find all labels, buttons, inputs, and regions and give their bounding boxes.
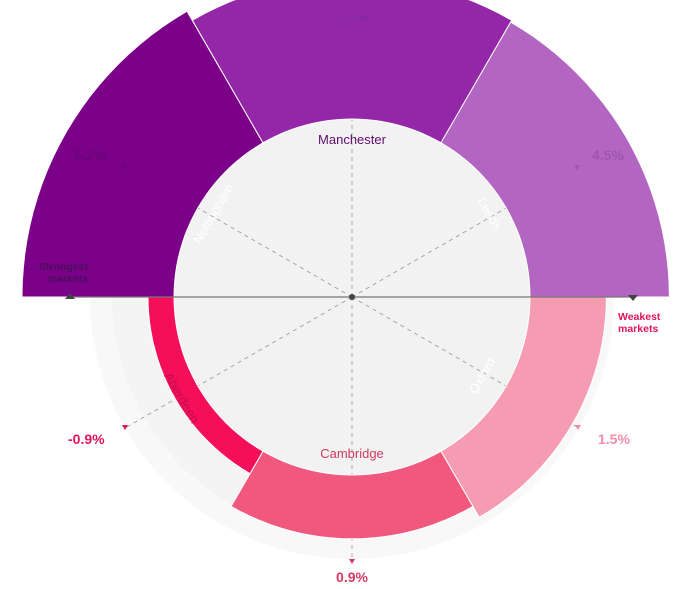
spoke-5 — [124, 296, 353, 429]
axis-right-arrow — [628, 295, 638, 301]
value-marker-aberdeen — [122, 425, 128, 430]
center-dot — [349, 294, 355, 300]
weakest-markets-label: Weakest markets — [618, 311, 661, 335]
value-label-manchester: 4.6% — [336, 9, 368, 25]
axis-left-arrow — [65, 293, 75, 299]
strongest-markets-label: Strongest markets — [39, 261, 89, 285]
value-label-cambridge: 0.9% — [336, 569, 368, 584]
value-marker-manchester — [349, 35, 355, 40]
value-marker-leeds — [574, 165, 580, 170]
value-marker-cambridge — [349, 559, 355, 564]
value-marker-oxford — [575, 425, 581, 430]
value-label-leeds: 4.5% — [592, 147, 624, 163]
value-label-aberdeen: -0.9% — [68, 431, 105, 447]
value-marker-nottingham — [122, 165, 128, 170]
value-label-nottingham: 5.1% — [74, 147, 106, 163]
value-label-oxford: 1.5% — [598, 431, 630, 447]
city-label-manchester: Manchester — [318, 132, 387, 147]
city-label-cambridge: Cambridge — [320, 446, 384, 461]
